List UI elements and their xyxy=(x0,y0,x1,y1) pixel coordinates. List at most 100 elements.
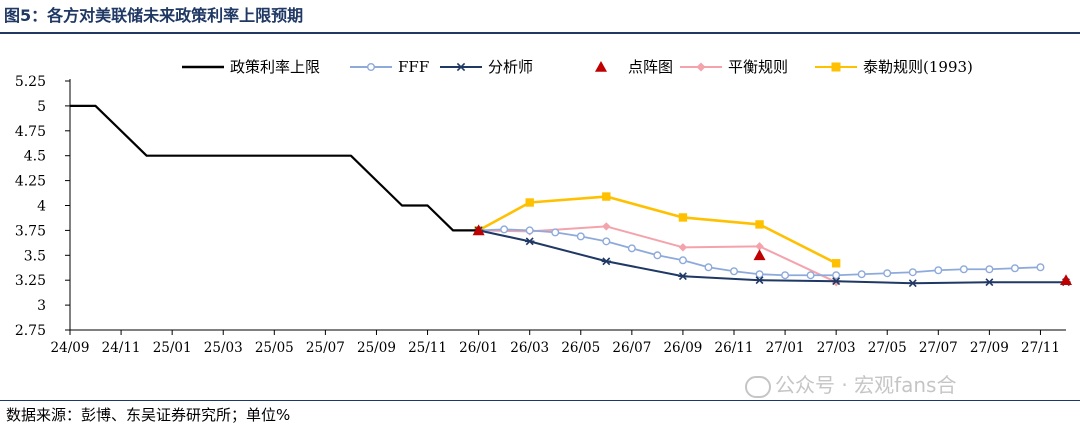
series-line xyxy=(478,225,837,284)
x-tick-label: 25/11 xyxy=(408,340,447,356)
data-point xyxy=(704,263,713,272)
data-point xyxy=(602,222,611,231)
series-layer xyxy=(70,104,1072,288)
x-tick-label: 27/03 xyxy=(817,340,856,356)
legend-item: FFF xyxy=(350,58,429,76)
data-point xyxy=(576,232,585,241)
data-point xyxy=(678,256,687,265)
data-point xyxy=(730,267,739,276)
data-point xyxy=(1036,263,1045,272)
x-tick-label: 26/07 xyxy=(612,340,651,356)
y-tick-label: 4.5 xyxy=(24,149,46,165)
series-line xyxy=(477,195,837,265)
x-tick-label: 27/05 xyxy=(868,340,907,356)
legend-item: 分析师 xyxy=(440,58,533,76)
data-point xyxy=(602,192,611,201)
data-point xyxy=(755,270,764,279)
data-point xyxy=(984,278,995,287)
data-point xyxy=(601,257,612,266)
legend-swatch-marker xyxy=(831,62,841,72)
source-note: 数据来源：彭博、东吴证券研究所；单位% xyxy=(6,406,291,424)
chart-title: 图5：各方对美联储未来政策利率上限预期 xyxy=(4,6,304,25)
legend-label: 平衡规则 xyxy=(728,58,788,76)
data-point xyxy=(500,225,509,234)
x-tick-label: 25/01 xyxy=(153,340,192,356)
y-tick-label: 3 xyxy=(37,298,46,314)
legend-label: FFF xyxy=(398,58,429,76)
data-point xyxy=(551,228,560,237)
x-tick-label: 24/11 xyxy=(102,340,141,356)
x-tick-label: 27/01 xyxy=(766,340,805,356)
series-line xyxy=(70,104,479,232)
legend-label: 点阵图 xyxy=(628,58,673,76)
data-point xyxy=(883,269,892,278)
y-tick-label: 3.75 xyxy=(15,223,46,239)
x-tick-label: 26/11 xyxy=(715,340,754,356)
watermark: 公众号 · 宏观fans合 xyxy=(745,371,956,399)
data-point xyxy=(754,276,765,285)
legend: 政策利率上限 FFF 分析师 点阵图 平衡规则 泰勒规则(1993) xyxy=(182,58,973,76)
series-2 xyxy=(473,226,1071,288)
legend-label: 泰勒规则(1993) xyxy=(863,58,973,76)
legend-item: 政策利率上限 xyxy=(182,58,320,76)
x-tick-label: 25/03 xyxy=(204,340,243,356)
data-point xyxy=(857,270,866,279)
series-0 xyxy=(70,104,479,232)
data-point xyxy=(831,259,841,268)
title-divider xyxy=(0,32,1080,34)
x-tick-label: 27/09 xyxy=(970,340,1009,356)
axes: 2.75 3 3.25 3.5 3.75 4 4.25 4.5 4.75 5 5.25 24/09 24… xyxy=(15,74,1066,356)
x-tick-label: 26/05 xyxy=(561,340,600,356)
data-point xyxy=(1010,264,1019,273)
y-tick-label: 5.25 xyxy=(15,74,46,90)
y-tick-label: 2.75 xyxy=(15,323,46,339)
legend-item: 泰勒规则(1993) xyxy=(815,58,973,76)
watermark-text: 公众号 · 宏观fans合 xyxy=(775,373,957,397)
series-3 xyxy=(472,224,1072,285)
data-point xyxy=(934,266,943,275)
legend-label: 政策利率上限 xyxy=(230,58,320,76)
footer-divider xyxy=(0,400,1080,401)
data-point xyxy=(781,271,790,280)
x-tick-label: 25/05 xyxy=(255,340,294,356)
data-point xyxy=(678,243,688,252)
x-tick-label: 27/11 xyxy=(1021,340,1060,356)
data-point xyxy=(524,237,535,246)
data-point xyxy=(831,277,841,286)
data-point xyxy=(472,224,485,236)
y-tick-label: 4.25 xyxy=(15,174,46,190)
y-tick-label: 4 xyxy=(37,199,46,215)
wechat-icon xyxy=(745,375,771,398)
data-point xyxy=(908,279,918,288)
data-point xyxy=(753,249,766,261)
data-point xyxy=(959,265,968,274)
chart: 政策利率上限 FFF 分析师 点阵图 平衡规则 泰勒规则(1993) 2.75 3 3.25 3… xyxy=(15,58,1072,356)
x-tick-label: 26/03 xyxy=(510,340,549,356)
legend-item: 点阵图 xyxy=(595,58,673,76)
data-point xyxy=(525,226,534,235)
legend-swatch-marker xyxy=(696,62,706,72)
data-point xyxy=(525,198,534,207)
x-tick-label: 25/07 xyxy=(306,340,345,356)
data-point xyxy=(832,271,841,280)
legend-swatch-marker xyxy=(367,63,376,72)
series-1 xyxy=(474,225,1045,280)
y-tick-label: 4.75 xyxy=(15,124,46,140)
y-tick-label: 3.25 xyxy=(15,273,46,289)
x-tick-label: 26/01 xyxy=(459,340,498,356)
data-point xyxy=(1060,274,1072,285)
data-point xyxy=(985,265,994,274)
data-point xyxy=(806,271,815,280)
y-tick-label: 3.5 xyxy=(24,248,46,264)
x-tick-label: 24/09 xyxy=(51,340,90,356)
data-point xyxy=(627,244,636,253)
legend-label: 分析师 xyxy=(488,58,533,76)
data-point xyxy=(755,242,764,251)
legend-swatch-marker xyxy=(456,62,466,72)
data-point xyxy=(602,237,611,246)
data-point xyxy=(908,268,917,277)
x-tick-label: 25/09 xyxy=(357,340,396,356)
x-tick-label: 27/07 xyxy=(919,340,958,356)
data-point xyxy=(678,272,688,281)
data-point xyxy=(678,213,688,222)
